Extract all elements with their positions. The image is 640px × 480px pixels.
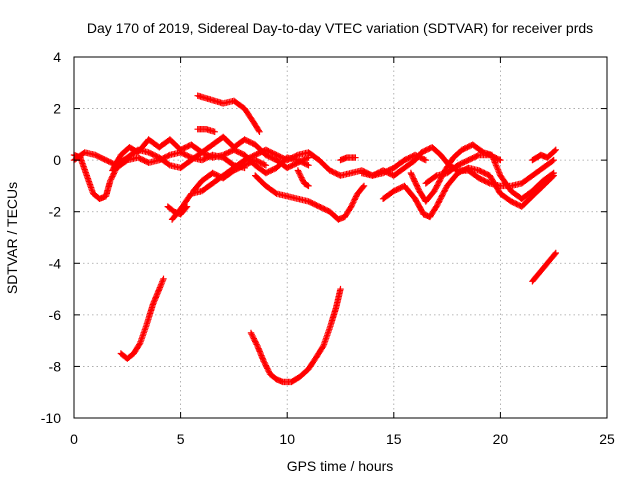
series-markers bbox=[117, 275, 167, 362]
axes-ticks: 0 5 10 15 20 25 -10 -8 -6 -4 -2 0 2 4 bbox=[41, 49, 615, 447]
series-arc-5 bbox=[194, 92, 263, 135]
series-arc-16 bbox=[529, 146, 559, 164]
plot-frame bbox=[73, 56, 608, 419]
series-arc-18 bbox=[117, 275, 167, 362]
series-arc-9 bbox=[252, 172, 368, 223]
series-arc-7 bbox=[164, 203, 191, 218]
series-arc-15 bbox=[422, 151, 504, 187]
series-markers bbox=[194, 126, 218, 135]
y-tick-label: -8 bbox=[49, 358, 62, 374]
y-axis-label: SDTVAR / TECUs bbox=[4, 182, 20, 294]
y-tick-label: 4 bbox=[53, 49, 61, 65]
y-tick-label: 2 bbox=[53, 101, 61, 117]
series-arc-11 bbox=[337, 154, 359, 164]
series-markers bbox=[194, 92, 263, 135]
series-arc-17 bbox=[529, 249, 559, 285]
chart-title: Day 170 of 2019, Sidereal Day-to-day VTE… bbox=[87, 20, 593, 36]
data-marks bbox=[70, 92, 559, 386]
series-markers bbox=[379, 164, 557, 221]
y-tick-label: -6 bbox=[49, 307, 62, 323]
series-markers bbox=[422, 151, 504, 187]
x-tick-label: 20 bbox=[493, 431, 509, 447]
series-markers bbox=[252, 172, 368, 223]
x-tick-label: 5 bbox=[177, 431, 185, 447]
series-arc-6 bbox=[194, 126, 218, 135]
x-tick-label: 15 bbox=[386, 431, 402, 447]
series-arc-8 bbox=[190, 156, 270, 195]
x-tick-label: 0 bbox=[70, 431, 78, 447]
y-tick-label: -2 bbox=[49, 204, 62, 220]
series-markers bbox=[529, 249, 559, 285]
series-arc-10 bbox=[294, 167, 312, 190]
series-markers bbox=[529, 146, 559, 164]
series-markers bbox=[247, 285, 344, 386]
series-arc-13 bbox=[379, 164, 557, 221]
grid bbox=[74, 57, 607, 418]
series-markers bbox=[190, 156, 270, 195]
series-arc-19 bbox=[247, 285, 344, 386]
series-markers bbox=[164, 203, 191, 218]
y-tick-label: 0 bbox=[53, 152, 61, 168]
x-tick-label: 10 bbox=[279, 431, 295, 447]
series-markers bbox=[294, 167, 312, 190]
x-axis-label: GPS time / hours bbox=[287, 458, 394, 474]
x-tick-label: 25 bbox=[599, 431, 615, 447]
y-tick-label: -4 bbox=[49, 255, 62, 271]
y-tick-label: -10 bbox=[41, 410, 61, 426]
series-markers bbox=[337, 154, 359, 164]
